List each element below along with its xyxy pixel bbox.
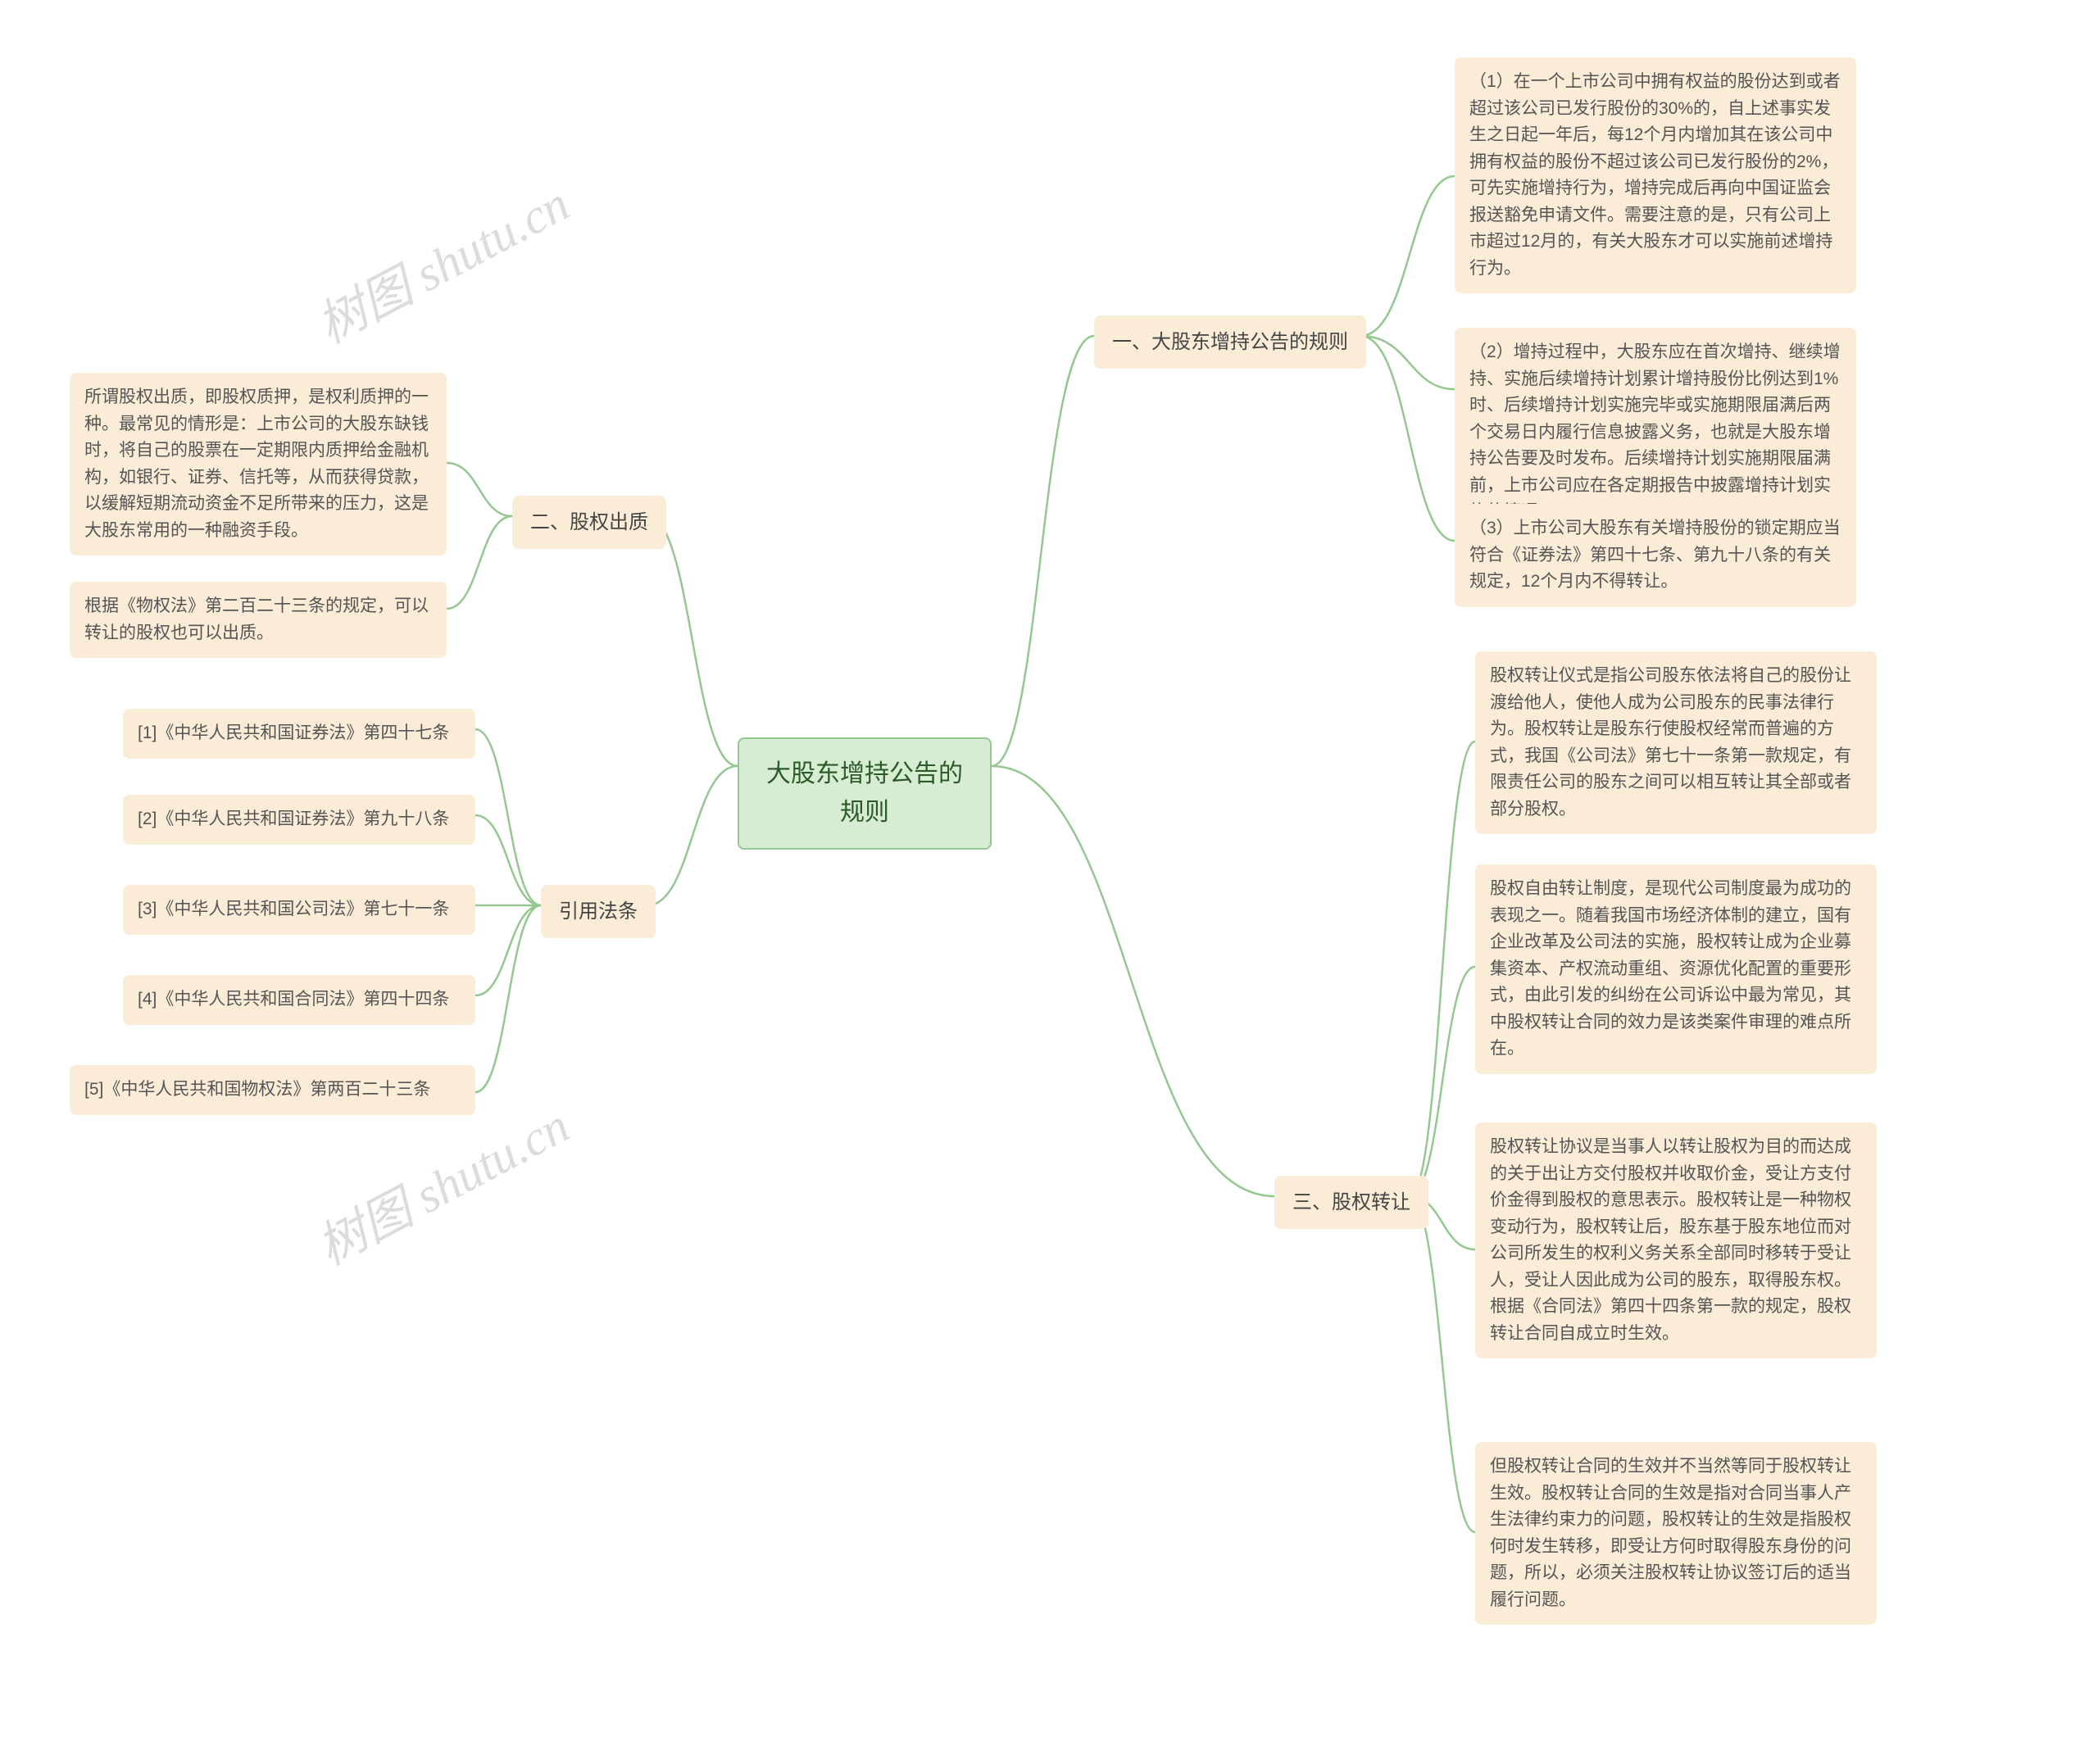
branch-ref: 引用法条	[541, 885, 656, 938]
watermark: 树图 shutu.cn	[302, 1086, 579, 1279]
branch-3-leaf-4: 但股权转让合同的生效并不当然等同于股权转让生效。股权转让合同的生效是指对合同当事…	[1475, 1442, 1877, 1625]
branch-ref-leaf-4: [4]《中华人民共和国合同法》第四十四条	[123, 975, 475, 1025]
branch-3-leaf-2: 股权自由转让制度，是现代公司制度最为成功的表现之一。随着我国市场经济体制的建立，…	[1475, 864, 1877, 1074]
branch-3: 三、股权转让	[1274, 1176, 1428, 1229]
watermark: 树图 shutu.cn	[302, 165, 579, 357]
branch-2-leaf-2: 根据《物权法》第二百二十三条的规定，可以转让的股权也可以出质。	[70, 582, 447, 658]
branch-ref-leaf-3: [3]《中华人民共和国公司法》第七十一条	[123, 885, 475, 935]
branch-3-leaf-3: 股权转让协议是当事人以转让股权为目的而达成的关于出让方交付股权并收取价金，受让方…	[1475, 1122, 1877, 1358]
branch-1-leaf-1: （1）在一个上市公司中拥有权益的股份达到或者超过该公司已发行股份的30%的，自上…	[1455, 57, 1856, 293]
branch-2-leaf-1: 所谓股权出质，即股权质押，是权利质押的一种。最常见的情形是：上市公司的大股东缺钱…	[70, 373, 447, 556]
branch-ref-leaf-1: [1]《中华人民共和国证券法》第四十七条	[123, 709, 475, 759]
branch-ref-leaf-5: [5]《中华人民共和国物权法》第两百二十三条	[70, 1065, 475, 1115]
root-node: 大股东增持公告的规则	[738, 737, 992, 850]
branch-ref-leaf-2: [2]《中华人民共和国证券法》第九十八条	[123, 795, 475, 845]
branch-2: 二、股权出质	[512, 496, 666, 549]
branch-1-leaf-3: （3）上市公司大股东有关增持股份的锁定期应当符合《证券法》第四十七条、第九十八条…	[1455, 504, 1856, 607]
branch-3-leaf-1: 股权转让仪式是指公司股东依法将自己的股份让渡给他人，使他人成为公司股东的民事法律…	[1475, 651, 1877, 834]
branch-1: 一、大股东增持公告的规则	[1094, 315, 1366, 369]
